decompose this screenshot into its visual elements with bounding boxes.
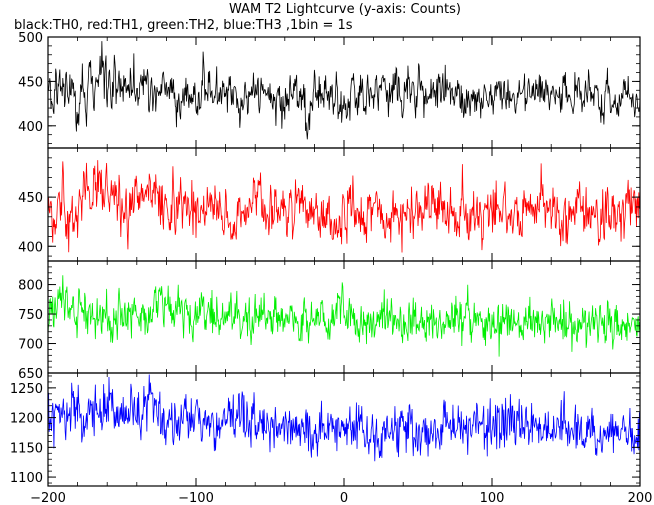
y-tick-label: 700 [18, 338, 43, 353]
y-tick-label: 400 [18, 120, 43, 135]
x-tick-label: −100 [178, 491, 214, 505]
series-line-th3 [47, 374, 641, 462]
y-tick-label: 500 [18, 31, 43, 46]
panel-th1: 400 450 [18, 147, 641, 262]
panel-th3: 1100 1150 1200 1250 [10, 372, 641, 487]
chart-title: WAM T2 Lightcurve (y-axis: Counts) [229, 2, 461, 17]
y-tick-label: 1100 [10, 471, 43, 486]
series-line-th0 [47, 41, 641, 140]
x-tick-label: 200 [628, 491, 653, 505]
series-line-th1 [47, 160, 641, 253]
y-tick-label: 1250 [10, 382, 43, 397]
y-tick-label: 800 [18, 279, 43, 294]
panel-th0: 400 450 500 [18, 31, 641, 149]
y-tick-label: 650 [18, 367, 43, 382]
y-tick-label: 400 [18, 240, 43, 255]
y-tick-label: 750 [18, 308, 43, 323]
y-tick-label: 450 [18, 191, 43, 206]
y-tick-label: 1200 [10, 412, 43, 427]
y-tick-label: 1150 [10, 441, 43, 456]
x-tick-label: −200 [30, 491, 66, 505]
x-tick-label: 0 [340, 491, 348, 505]
panels-group: 4004505004004506507007508001100115012001… [10, 31, 653, 505]
y-tick-label: 450 [18, 75, 43, 90]
panel-th2: 650 700 750 800 [18, 260, 641, 382]
series-line-th2 [47, 275, 641, 357]
chart-subtitle: black:TH0, red:TH1, green:TH2, blue:TH3 … [14, 18, 353, 33]
x-tick-label: 100 [480, 491, 505, 505]
